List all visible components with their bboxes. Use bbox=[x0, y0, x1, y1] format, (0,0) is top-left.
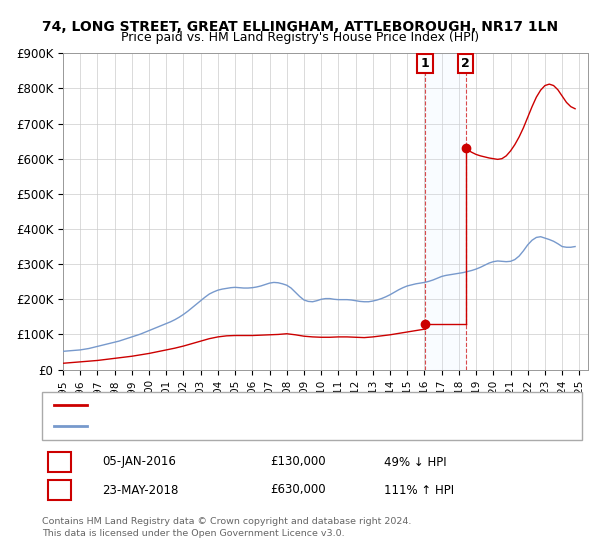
Text: Contains HM Land Registry data © Crown copyright and database right 2024.: Contains HM Land Registry data © Crown c… bbox=[42, 516, 412, 526]
Text: 2: 2 bbox=[461, 57, 470, 70]
Text: £630,000: £630,000 bbox=[270, 483, 326, 497]
Text: 49% ↓ HPI: 49% ↓ HPI bbox=[384, 455, 446, 469]
Bar bbox=[418, 54, 433, 73]
Text: This data is licensed under the Open Government Licence v3.0.: This data is licensed under the Open Gov… bbox=[42, 530, 344, 539]
Text: HPI: Average price, detached house, Breckland: HPI: Average price, detached house, Brec… bbox=[93, 421, 323, 431]
Text: 74, LONG STREET, GREAT ELLINGHAM, ATTLEBOROUGH, NR17 1LN (detached house): 74, LONG STREET, GREAT ELLINGHAM, ATTLEB… bbox=[93, 400, 509, 410]
Text: 111% ↑ HPI: 111% ↑ HPI bbox=[384, 483, 454, 497]
Text: Price paid vs. HM Land Registry's House Price Index (HPI): Price paid vs. HM Land Registry's House … bbox=[121, 31, 479, 44]
Text: 05-JAN-2016: 05-JAN-2016 bbox=[102, 455, 176, 469]
Text: 74, LONG STREET, GREAT ELLINGHAM, ATTLEBOROUGH, NR17 1LN: 74, LONG STREET, GREAT ELLINGHAM, ATTLEB… bbox=[42, 20, 558, 34]
Bar bbox=[458, 54, 473, 73]
Text: 2: 2 bbox=[55, 483, 64, 497]
Text: 1: 1 bbox=[55, 455, 64, 469]
Text: 1: 1 bbox=[421, 57, 430, 70]
Text: £130,000: £130,000 bbox=[270, 455, 326, 469]
Text: 23-MAY-2018: 23-MAY-2018 bbox=[102, 483, 178, 497]
Bar bbox=[425, 53, 466, 370]
